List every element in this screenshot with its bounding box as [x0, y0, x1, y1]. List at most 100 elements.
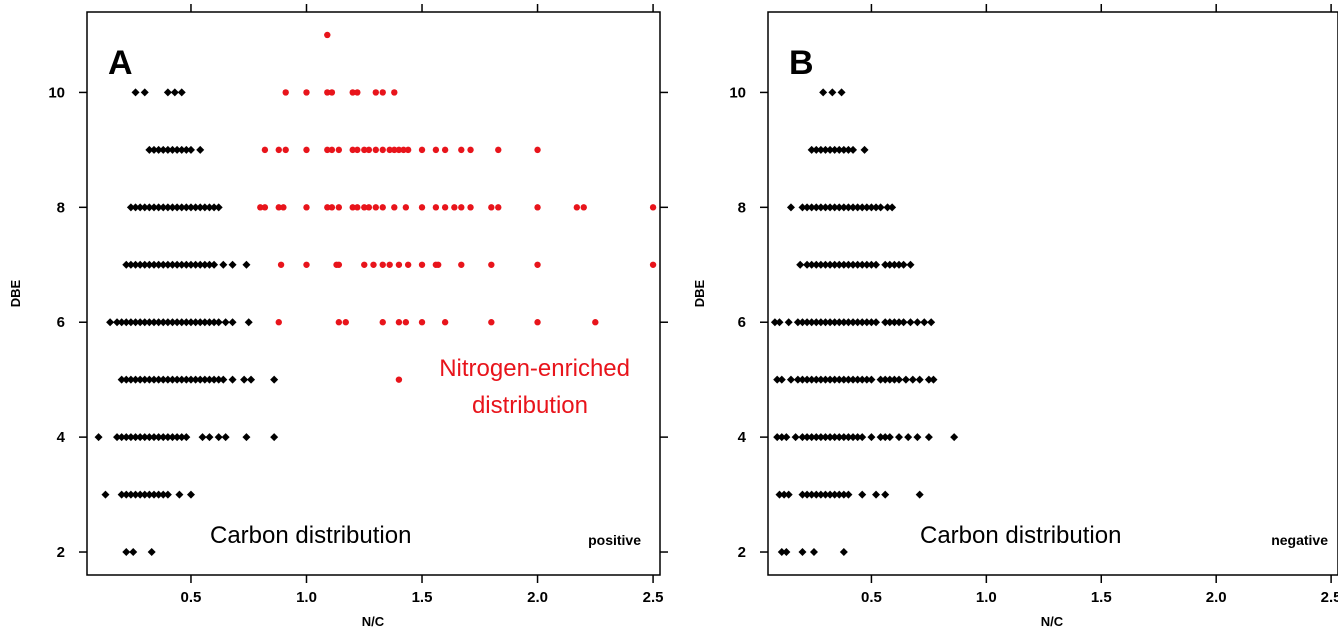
data-point	[849, 433, 858, 442]
data-point	[131, 260, 140, 269]
data-point	[858, 203, 867, 212]
data-point	[131, 375, 140, 384]
data-point	[136, 433, 145, 442]
data-point	[214, 318, 223, 327]
data-point	[186, 375, 195, 384]
data-point	[915, 375, 924, 384]
data-point	[261, 146, 269, 154]
data-point	[807, 203, 816, 212]
data-point	[920, 318, 929, 327]
data-point	[168, 145, 177, 154]
data-point	[129, 548, 138, 557]
panel-letter: B	[789, 44, 814, 82]
x-tick-label: 2.5	[643, 589, 664, 606]
x-tick-label: 2.0	[527, 589, 548, 606]
data-point	[228, 375, 237, 384]
data-point	[418, 204, 426, 211]
data-point	[835, 260, 844, 269]
data-point	[844, 145, 853, 154]
data-point	[881, 375, 890, 384]
data-point	[242, 433, 251, 442]
data-point	[950, 433, 959, 442]
data-point	[117, 318, 126, 327]
y-tick-label: 10	[48, 84, 65, 101]
data-point	[488, 204, 495, 211]
data-point	[173, 260, 182, 269]
data-point	[830, 318, 839, 327]
data-point	[126, 490, 135, 499]
data-point	[196, 203, 205, 212]
data-point	[303, 146, 310, 154]
data-point	[803, 375, 812, 384]
data-point	[860, 145, 869, 154]
data-point	[793, 318, 802, 327]
data-point	[186, 145, 195, 154]
data-point	[844, 203, 853, 212]
data-point	[885, 375, 894, 384]
data-point	[126, 375, 135, 384]
data-point	[809, 548, 818, 557]
data-point	[858, 318, 867, 327]
data-point	[777, 548, 786, 557]
data-point	[458, 261, 465, 268]
data-point	[335, 319, 343, 326]
data-point	[386, 146, 393, 154]
data-point	[391, 204, 398, 211]
data-point	[395, 319, 403, 326]
data-point	[386, 261, 393, 268]
data-point	[839, 260, 848, 269]
data-point	[782, 433, 791, 442]
data-point	[837, 88, 846, 97]
data-point	[862, 318, 871, 327]
data-point	[901, 375, 910, 384]
data-point	[94, 433, 103, 442]
data-point	[592, 319, 599, 326]
data-point	[849, 260, 858, 269]
data-point	[173, 375, 182, 384]
y-tick-label: 8	[738, 199, 746, 216]
data-point	[159, 375, 168, 384]
x-tick-label: 1.0	[296, 589, 317, 606]
data-point	[191, 203, 200, 212]
data-point	[908, 375, 917, 384]
data-point	[404, 261, 412, 268]
data-point	[335, 146, 343, 154]
data-point	[200, 203, 209, 212]
data-point	[154, 318, 163, 327]
data-point	[876, 433, 885, 442]
x-axis-title: N/C	[1041, 614, 1064, 629]
data-point	[131, 318, 140, 327]
data-point	[168, 203, 177, 212]
data-point	[927, 318, 936, 327]
data-point	[451, 204, 458, 211]
data-point	[200, 260, 209, 269]
data-point	[895, 318, 904, 327]
data-point	[495, 146, 502, 154]
data-point	[812, 318, 821, 327]
data-point	[150, 375, 159, 384]
data-point	[826, 318, 835, 327]
data-point	[885, 433, 894, 442]
data-point	[853, 433, 862, 442]
data-point	[335, 204, 343, 211]
data-point	[163, 203, 172, 212]
data-point	[154, 433, 163, 442]
data-point	[159, 260, 168, 269]
data-point	[812, 203, 821, 212]
data-point	[159, 203, 168, 212]
data-point	[191, 375, 200, 384]
data-point	[784, 490, 793, 499]
y-tick-label: 10	[729, 84, 746, 101]
data-point	[379, 146, 386, 154]
data-point	[395, 261, 403, 268]
data-point	[835, 318, 844, 327]
data-point	[205, 260, 214, 269]
data-point	[228, 318, 237, 327]
data-point	[168, 318, 177, 327]
data-point	[150, 260, 159, 269]
data-point	[467, 204, 474, 211]
data-point	[775, 318, 784, 327]
data-point	[830, 260, 839, 269]
data-point	[150, 203, 159, 212]
